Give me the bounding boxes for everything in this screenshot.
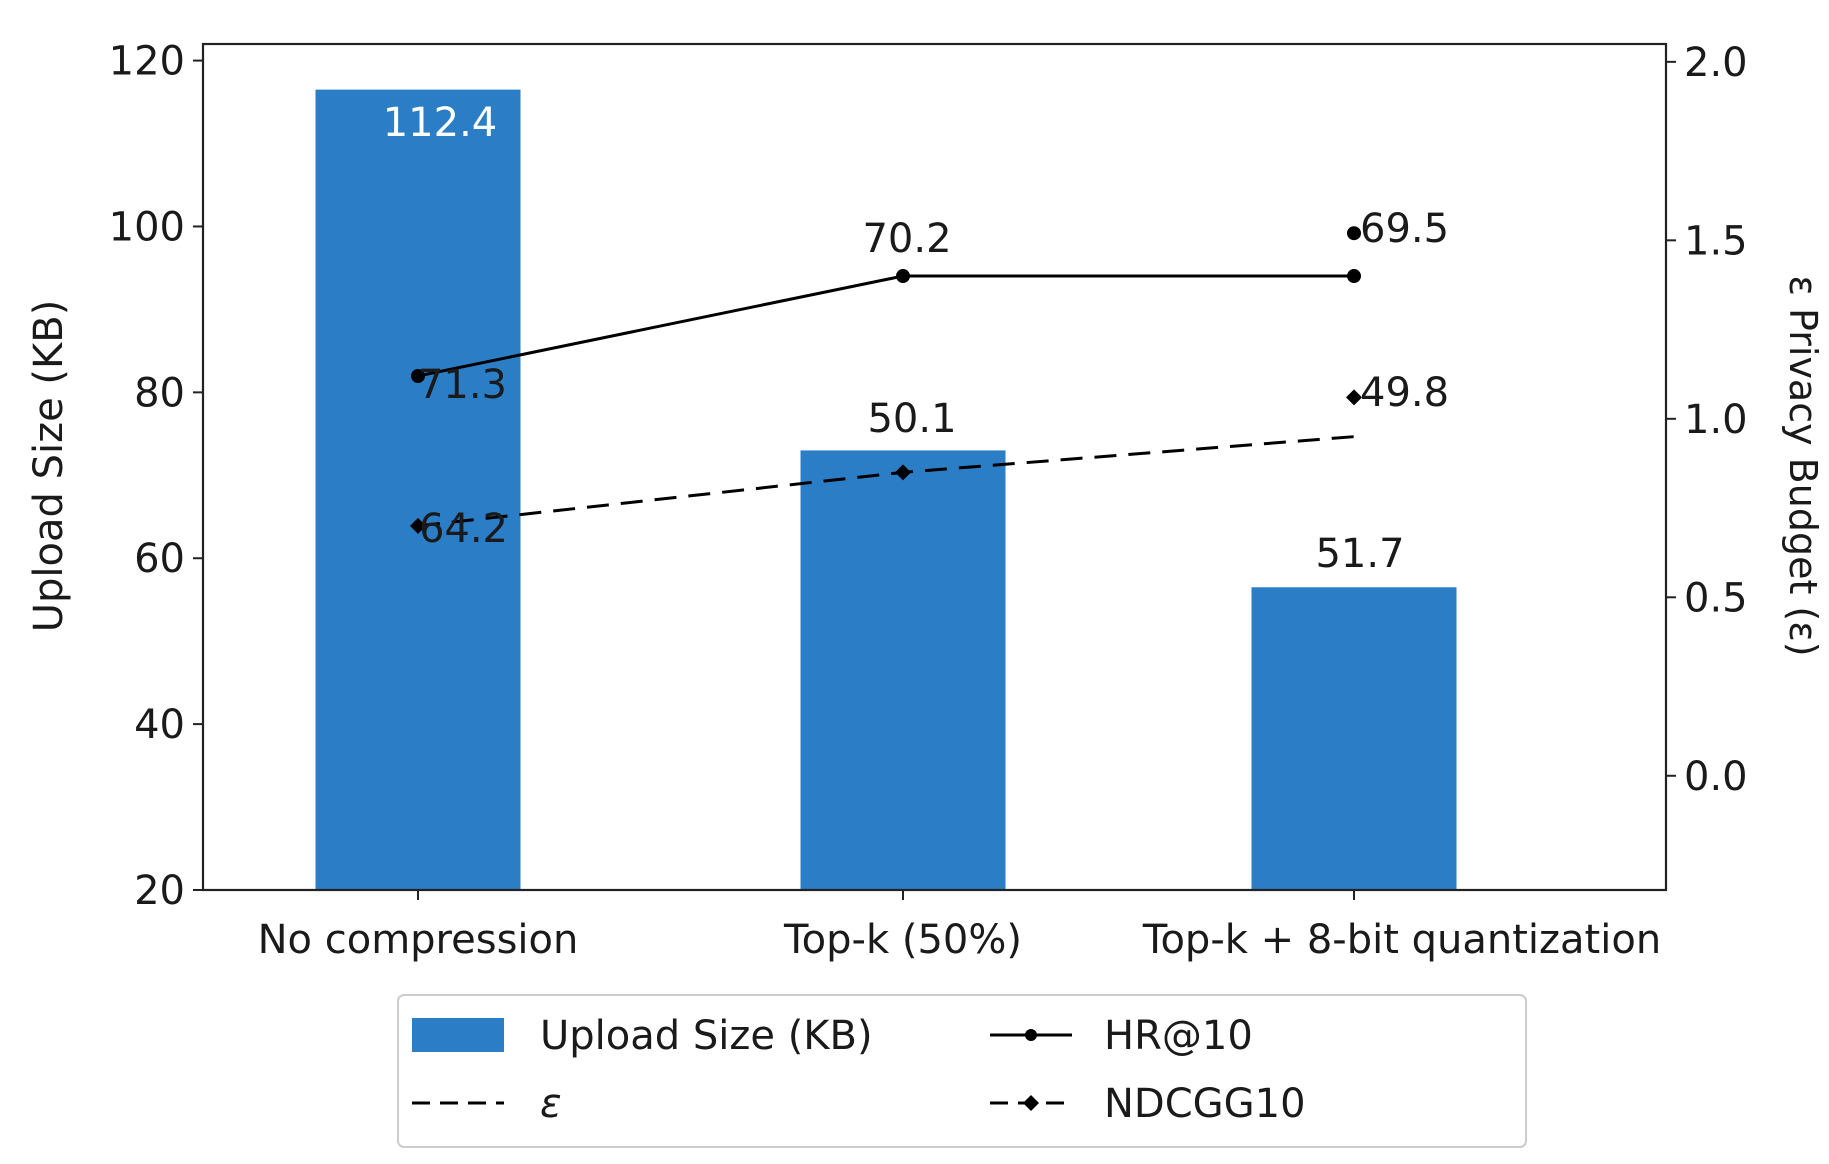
bar-3 [1251, 587, 1457, 890]
legend-frame [397, 994, 1527, 1148]
y-tick-label: 20 [134, 868, 185, 914]
legend-label-epsilon: ε [540, 1081, 562, 1127]
y-tick-label: 100 [109, 204, 185, 250]
bar-value-label: 51.7 [1315, 531, 1404, 577]
bar-2 [800, 450, 1006, 890]
legend-label-hr: HR@10 [1104, 1013, 1253, 1059]
plot-frame [201, 42, 1668, 892]
x-tick-label: Top-k (50%) [783, 917, 1022, 963]
hr10-point-1 [411, 368, 425, 383]
hr10-point-3 [1347, 269, 1361, 284]
y2-tick-label: 2.0 [1684, 40, 1748, 86]
bar-value-label: 112.4 [383, 100, 498, 146]
lines-group [410, 226, 1362, 534]
hr10-value-label: 69.5 [1360, 206, 1449, 252]
y-axis-label: Upload Size (KB) [26, 300, 72, 633]
ndcg-point-3 [1346, 389, 1362, 406]
left-axis: 20 40 60 80 100 120 [109, 39, 203, 914]
right-axis: 0.0 0.5 1.0 1.5 2.0 [1666, 40, 1748, 800]
hr10-line [417, 274, 1354, 378]
bars-group [315, 89, 1457, 890]
y2-tick-label: 1.0 [1684, 397, 1748, 443]
y2-tick-label: 0.5 [1684, 575, 1748, 621]
legend-label-ndcg: NDCGG10 [1104, 1081, 1306, 1127]
legend-bar-swatch [412, 1018, 504, 1052]
hr10-value-label: 70.2 [862, 216, 951, 262]
hr10-point-2 [896, 269, 910, 284]
y-tick-label: 40 [134, 702, 185, 748]
y2-tick-label: 1.5 [1684, 218, 1748, 264]
hr10-value-label: 71.3 [418, 362, 507, 408]
hr10-extra-point [1347, 226, 1361, 241]
ndcg-value-label: 49.8 [1360, 370, 1449, 416]
data-labels-group: 112.4 50.1 51.7 71.3 70.2 69.5 64.2 49.8 [383, 100, 1449, 577]
x-axis: No compression Top-k (50%) Top-k + 8-bit q… [258, 890, 1661, 963]
x-tick-label: No compression [258, 917, 579, 963]
x-tick-label: Top-k + 8-bit quantization [1142, 917, 1661, 963]
y2-tick-label: 0.0 [1684, 754, 1748, 800]
legend-ndcg-swatch [990, 1095, 1072, 1111]
ndcg-point-2 [895, 464, 911, 481]
legend-hr-swatch [990, 1029, 1072, 1041]
ndcg-value-label: 64.2 [419, 506, 508, 552]
ndcg-point-1 [410, 517, 426, 534]
bar-value-label: 50.1 [867, 396, 956, 442]
bar-1 [315, 89, 521, 890]
legend-label-upload: Upload Size (KB) [540, 1013, 873, 1059]
y2-axis-label: ε Privacy Budget (ε) [1781, 275, 1825, 656]
y-tick-label: 80 [134, 370, 185, 416]
y-tick-label: 60 [134, 536, 185, 582]
legend: Upload Size (KB) HR@10 ε NDCGG10 [397, 994, 1527, 1148]
y-tick-label: 120 [109, 39, 185, 85]
